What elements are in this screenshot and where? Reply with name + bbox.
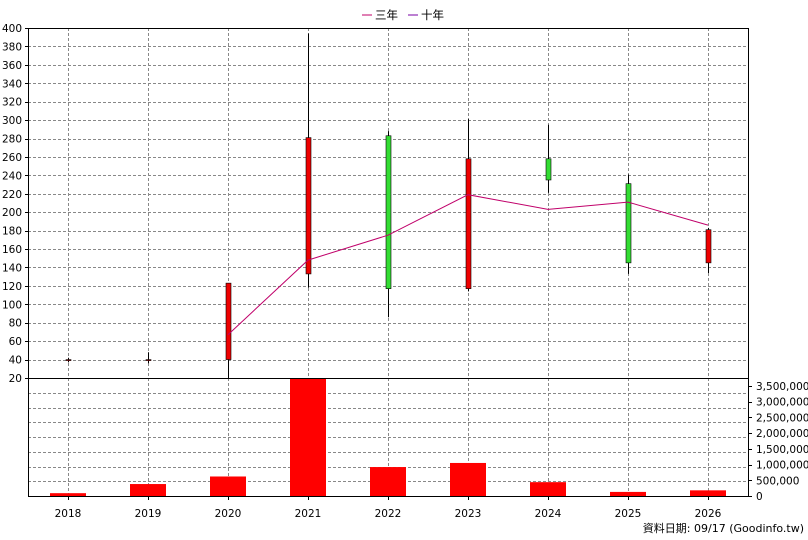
- volume-bar: [50, 493, 86, 496]
- price-tick-label: 20: [9, 373, 22, 385]
- candle-body: [145, 359, 152, 361]
- candle-body: [65, 359, 72, 361]
- price-tick-label: 300: [2, 115, 22, 127]
- volume-bar: [210, 476, 246, 496]
- volume-bar: [130, 484, 166, 496]
- x-tick-label: 2023: [455, 508, 482, 520]
- price-axis: 20 40 60 80 100 120 140 160 180 200 220 240 260 280 30…: [2, 23, 28, 385]
- price-tick-label: 200: [2, 207, 22, 219]
- legend-label-ma3: 三年: [375, 8, 398, 22]
- x-tick-label: 2018: [55, 508, 82, 520]
- x-tick-label: 2022: [375, 508, 402, 520]
- volume-tick-label: 3,500,000: [756, 381, 808, 393]
- price-tick-label: 360: [2, 60, 22, 72]
- volume-tick-label: 1,000,000: [756, 460, 808, 472]
- volume-tick-label: 1,500,000: [756, 444, 808, 456]
- price-tick-label: 120: [2, 281, 22, 293]
- volume-tick-label: 2,000,000: [756, 428, 808, 440]
- x-tick-label: 2021: [295, 508, 322, 520]
- volume-tick-label: 3,000,000: [756, 397, 808, 409]
- price-tick-label: 400: [2, 23, 22, 35]
- volume-tick-label: 500,000: [756, 475, 799, 487]
- price-tick-label: 260: [2, 152, 22, 164]
- volume-bar: [530, 482, 566, 496]
- candle-body: [225, 282, 232, 360]
- legend: 三年 十年: [362, 8, 444, 22]
- volume-bar: [290, 378, 326, 496]
- candle-body: [625, 183, 632, 264]
- x-tick-label: 2026: [695, 508, 722, 520]
- candle-body: [305, 137, 312, 275]
- price-tick-label: 160: [2, 244, 22, 256]
- x-axis: 2018 2019 2020 2021 2022 2023 2024 2025 2026: [55, 496, 722, 520]
- price-tick-label: 140: [2, 262, 22, 274]
- ma-line: [227, 194, 709, 336]
- price-tick-label: 100: [2, 299, 22, 311]
- candles: [65, 33, 712, 379]
- x-tick-label: 2020: [215, 508, 242, 520]
- candle-body: [385, 135, 392, 289]
- volume-bar: [450, 462, 486, 496]
- price-tick-label: 380: [2, 41, 22, 53]
- price-tick-label: 60: [9, 336, 22, 348]
- moving-average-lines: [227, 194, 709, 336]
- price-tick-label: 340: [2, 78, 22, 90]
- candle-body: [545, 158, 552, 181]
- x-tick-label: 2025: [615, 508, 642, 520]
- volume-bars: [50, 378, 726, 496]
- price-tick-label: 180: [2, 226, 22, 238]
- volume-bar: [610, 491, 646, 496]
- price-tick-label: 320: [2, 97, 22, 109]
- price-tick-label: 220: [2, 189, 22, 201]
- candle-body: [705, 229, 712, 264]
- x-tick-label: 2024: [535, 508, 562, 520]
- x-tick-label: 2019: [135, 508, 162, 520]
- volume-tick-label: 2,500,000: [756, 412, 808, 424]
- price-tick-label: 280: [2, 134, 22, 146]
- volume-bar: [690, 490, 726, 496]
- volume-axis: 0 500,000 1,000,000 1,500,000 2,000,000 2,500…: [748, 381, 808, 503]
- volume-bar: [370, 467, 406, 496]
- price-tick-label: 40: [9, 355, 22, 367]
- price-tick-label: 80: [9, 318, 22, 330]
- legend-label-ma10: 十年: [421, 8, 444, 22]
- candle-body: [465, 158, 472, 289]
- data-date-footer: 資料日期: 09/17 (Goodinfo.tw): [643, 521, 804, 535]
- volume-tick-label: 0: [756, 491, 763, 503]
- price-tick-label: 240: [2, 170, 22, 182]
